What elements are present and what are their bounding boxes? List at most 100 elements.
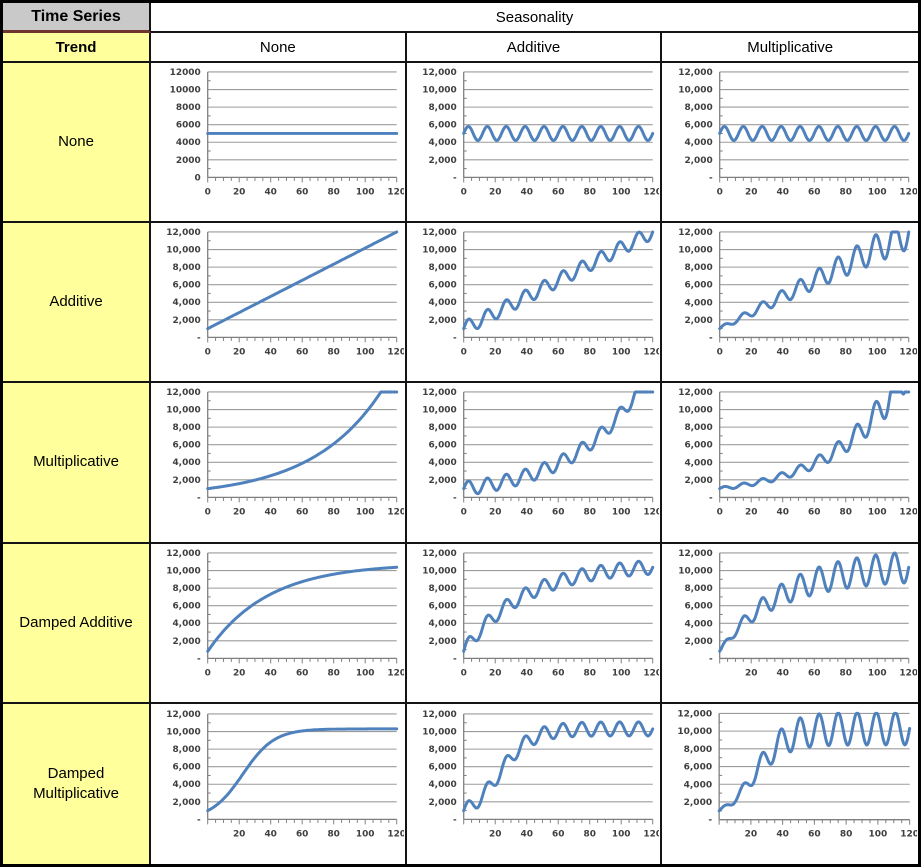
- svg-text:8,000: 8,000: [685, 423, 713, 433]
- svg-text:4,000: 4,000: [428, 298, 456, 308]
- chart-trend-damped-additive-seasonality-none: 12,000 10,000 8,000 6,000 4,000 2,000 -0 20 40 60…: [151, 543, 407, 704]
- svg-text:8,000: 8,000: [428, 263, 456, 273]
- svg-text:100: 100: [612, 187, 631, 197]
- svg-text:-: -: [197, 654, 201, 664]
- chart-trend-additive-seasonality-additive: 12,000 10,000 8,000 6,000 4,000 2,000 -0 20 40 60…: [406, 223, 663, 384]
- svg-text:6,000: 6,000: [172, 281, 200, 291]
- svg-text:8,000: 8,000: [172, 423, 200, 433]
- svg-text:10,000: 10,000: [679, 406, 714, 416]
- svg-text:120: 120: [901, 830, 917, 840]
- svg-text:20: 20: [489, 187, 501, 197]
- svg-text:4,000: 4,000: [685, 459, 713, 469]
- chart-svg: 12,000 10,000 8,000 6,000 4,000 2,000 -0 20 40 60…: [422, 68, 659, 197]
- svg-text:120: 120: [900, 187, 917, 197]
- svg-text:80: 80: [840, 668, 852, 678]
- svg-text:8,000: 8,000: [428, 103, 456, 113]
- svg-text:80: 80: [327, 187, 339, 197]
- svg-text:120: 120: [900, 668, 917, 678]
- svg-text:20: 20: [489, 348, 501, 358]
- svg-text:40: 40: [520, 829, 532, 839]
- svg-text:20: 20: [233, 829, 245, 839]
- svg-text:100: 100: [868, 348, 887, 358]
- svg-text:4,000: 4,000: [684, 780, 713, 790]
- svg-text:40: 40: [520, 187, 532, 197]
- svg-text:60: 60: [296, 187, 308, 197]
- svg-text:-: -: [709, 334, 713, 344]
- svg-text:12,000: 12,000: [679, 549, 714, 559]
- svg-text:8,000: 8,000: [428, 584, 456, 594]
- svg-text:8,000: 8,000: [172, 745, 200, 755]
- svg-text:4,000: 4,000: [685, 619, 713, 629]
- chart-svg: 12,000 10,000 8,000 6,000 4,000 2,000 -0 20 40 60…: [679, 228, 917, 358]
- svg-text:12,000: 12,000: [422, 710, 457, 720]
- svg-text:4,000: 4,000: [172, 780, 200, 790]
- svg-text:4,000: 4,000: [685, 298, 713, 308]
- svg-text:40: 40: [264, 348, 276, 358]
- chart-trend-damped-multiplicative-seasonality-none: 12,000 10,000 8,000 6,000 4,000 2,000 - 20 40 60 8…: [151, 703, 407, 864]
- svg-text:10,000: 10,000: [422, 406, 457, 416]
- svg-text:6,000: 6,000: [172, 762, 200, 772]
- svg-text:4,000: 4,000: [428, 459, 456, 469]
- svg-text:60: 60: [552, 829, 564, 839]
- svg-text:100: 100: [612, 348, 631, 358]
- svg-text:60: 60: [552, 508, 564, 518]
- svg-text:6,000: 6,000: [428, 121, 456, 131]
- svg-text:-: -: [709, 494, 713, 504]
- svg-text:60: 60: [552, 187, 564, 197]
- row-header-label: None: [58, 132, 94, 150]
- svg-text:10,000: 10,000: [166, 406, 201, 416]
- svg-text:20: 20: [489, 829, 501, 839]
- svg-text:12,000: 12,000: [422, 228, 457, 238]
- svg-text:-: -: [453, 173, 457, 183]
- svg-text:100: 100: [868, 508, 887, 518]
- row-header-label: Damped Additive: [19, 613, 133, 631]
- svg-text:6000: 6000: [176, 121, 201, 131]
- svg-text:6,000: 6,000: [428, 441, 456, 451]
- svg-text:-: -: [709, 654, 713, 664]
- svg-text:120: 120: [643, 829, 659, 839]
- svg-text:100: 100: [356, 187, 375, 197]
- chart-trend-additive-seasonality-multiplicative: 12,000 10,000 8,000 6,000 4,000 2,000 -0 20 40 60…: [662, 223, 918, 384]
- svg-text:80: 80: [327, 348, 339, 358]
- chart-svg: 12,000 10,000 8,000 6,000 4,000 2,000 -0 20 40 60…: [166, 549, 403, 678]
- svg-text:80: 80: [840, 348, 852, 358]
- svg-text:0: 0: [717, 348, 723, 358]
- svg-text:-: -: [709, 815, 713, 825]
- row-header-label: Additive: [49, 293, 103, 311]
- svg-text:12,000: 12,000: [422, 68, 457, 78]
- svg-text:60: 60: [808, 348, 820, 358]
- svg-text:40: 40: [520, 668, 532, 678]
- svg-text:120: 120: [900, 508, 917, 518]
- row-header-additive: Additive: [3, 223, 151, 384]
- svg-text:80: 80: [583, 508, 595, 518]
- svg-text:2,000: 2,000: [172, 316, 200, 326]
- corner-header-label: Time Series: [31, 7, 121, 25]
- svg-text:20: 20: [745, 668, 757, 678]
- svg-text:-: -: [453, 815, 457, 825]
- svg-text:100: 100: [356, 508, 375, 518]
- svg-text:10000: 10000: [170, 86, 201, 96]
- chart-trend-multiplicative-seasonality-none: 12,000 10,000 8,000 6,000 4,000 2,000 -0 20 40 60…: [151, 383, 407, 544]
- svg-text:100: 100: [869, 830, 888, 840]
- svg-text:-: -: [197, 494, 201, 504]
- svg-text:6,000: 6,000: [684, 762, 713, 772]
- svg-text:40: 40: [264, 508, 276, 518]
- svg-text:120: 120: [643, 348, 659, 358]
- svg-text:60: 60: [296, 348, 308, 358]
- svg-text:8,000: 8,000: [172, 584, 200, 594]
- svg-text:40: 40: [777, 668, 789, 678]
- svg-text:100: 100: [356, 829, 375, 839]
- column-header-label: Additive: [506, 38, 561, 56]
- svg-text:80: 80: [583, 348, 595, 358]
- svg-text:0: 0: [460, 348, 466, 358]
- svg-text:8,000: 8,000: [428, 745, 456, 755]
- svg-text:12,000: 12,000: [166, 228, 201, 238]
- column-header-label: Multiplicative: [747, 38, 834, 56]
- svg-text:4000: 4000: [176, 138, 201, 148]
- svg-text:12,000: 12,000: [166, 549, 201, 559]
- svg-text:100: 100: [356, 348, 375, 358]
- svg-text:60: 60: [296, 829, 308, 839]
- svg-text:80: 80: [583, 668, 595, 678]
- svg-text:20: 20: [745, 508, 757, 518]
- svg-text:20: 20: [233, 187, 245, 197]
